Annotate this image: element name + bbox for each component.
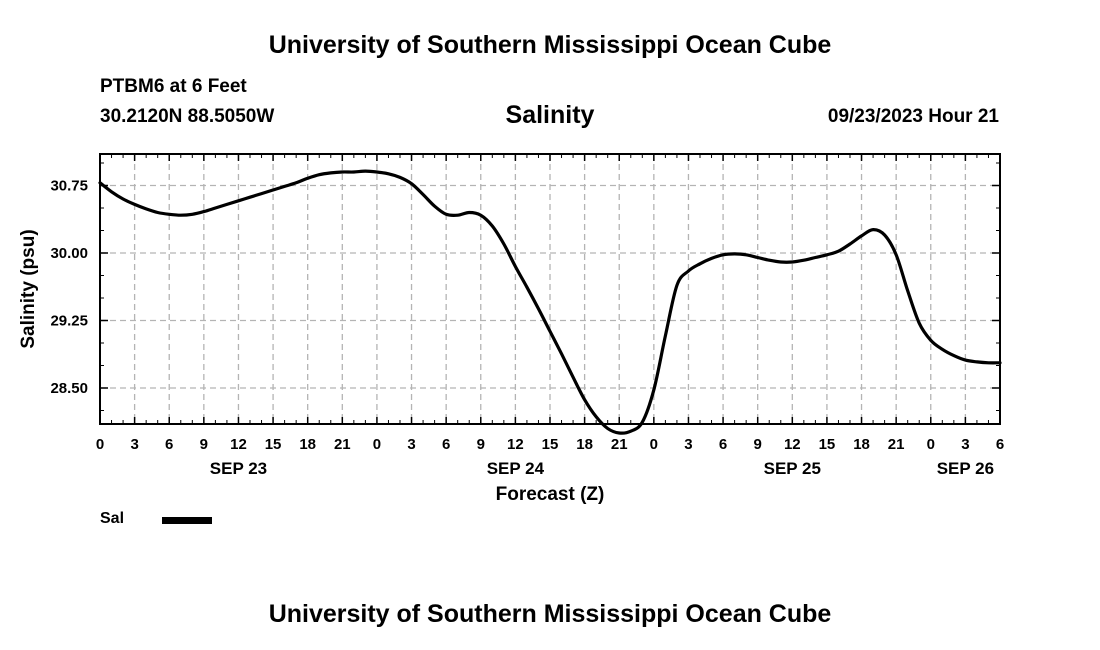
axis-tick-labels: 0 3 6 9 12 15 18 21 0 3 6 9 12 15 18 21 0 3 6 9 12 15 18 21 0 3 6S… [50,178,1004,479]
y-tick-label: 29.25 [50,313,88,330]
x-tick-label: 9 [754,436,762,453]
x-tick-label: 6 [165,436,173,453]
salinity-series-line [98,169,1002,435]
x-tick-label: 15 [265,436,282,453]
x-date-label: SEP 25 [764,459,821,478]
x-tick-label: 18 [576,436,593,453]
y-axis-label: Salinity (psu) [18,229,39,348]
x-tick-label: 12 [507,436,524,453]
x-tick-label: 9 [200,436,208,453]
x-tick-label: 9 [477,436,485,453]
plot-frame [99,153,1001,425]
x-tick-label: 12 [230,436,247,453]
footer-title: University of Southern Mississippi Ocean… [268,600,832,628]
x-tick-label: 6 [996,436,1004,453]
x-date-label: SEP 23 [210,459,267,478]
x-tick-label: 0 [650,436,658,453]
y-tick-label: 30.75 [50,178,88,195]
x-tick-label: 3 [684,436,692,453]
x-tick-label: 6 [719,436,727,453]
x-tick-label: 0 [927,436,935,453]
x-tick-label: 21 [888,436,905,453]
x-tick-label: 18 [853,436,870,453]
x-date-label: SEP 26 [937,459,994,478]
x-tick-label: 18 [299,436,316,453]
x-tick-label: 21 [611,436,628,453]
x-tick-label: 3 [961,436,969,453]
x-tick-label: 15 [819,436,836,453]
x-axis-label: Forecast (Z) [496,484,605,505]
legend-line-swatch [162,517,212,524]
x-tick-label: 0 [373,436,381,453]
x-tick-label: 3 [130,436,138,453]
station-label: PTBM6 at 6 Feet [100,76,247,97]
x-tick-label: 12 [784,436,801,453]
page-title: University of Southern Mississippi Ocean… [268,31,832,59]
legend-label: Sal [100,510,125,527]
x-date-label: SEP 24 [487,459,545,478]
station-coordinates: 30.2120N 88.5050W [100,106,275,127]
x-tick-label: 15 [542,436,559,453]
forecast-timestamp: 09/23/2023 Hour 21 [827,106,999,127]
x-tick-label: 3 [407,436,415,453]
y-tick-label: 30.00 [50,245,88,262]
x-tick-label: 6 [442,436,450,453]
y-tick-label: 28.50 [50,380,88,397]
chart-title: Salinity [505,101,595,129]
grid-lines [100,154,1000,424]
x-tick-label: 0 [96,436,104,453]
x-tick-label: 21 [334,436,351,453]
